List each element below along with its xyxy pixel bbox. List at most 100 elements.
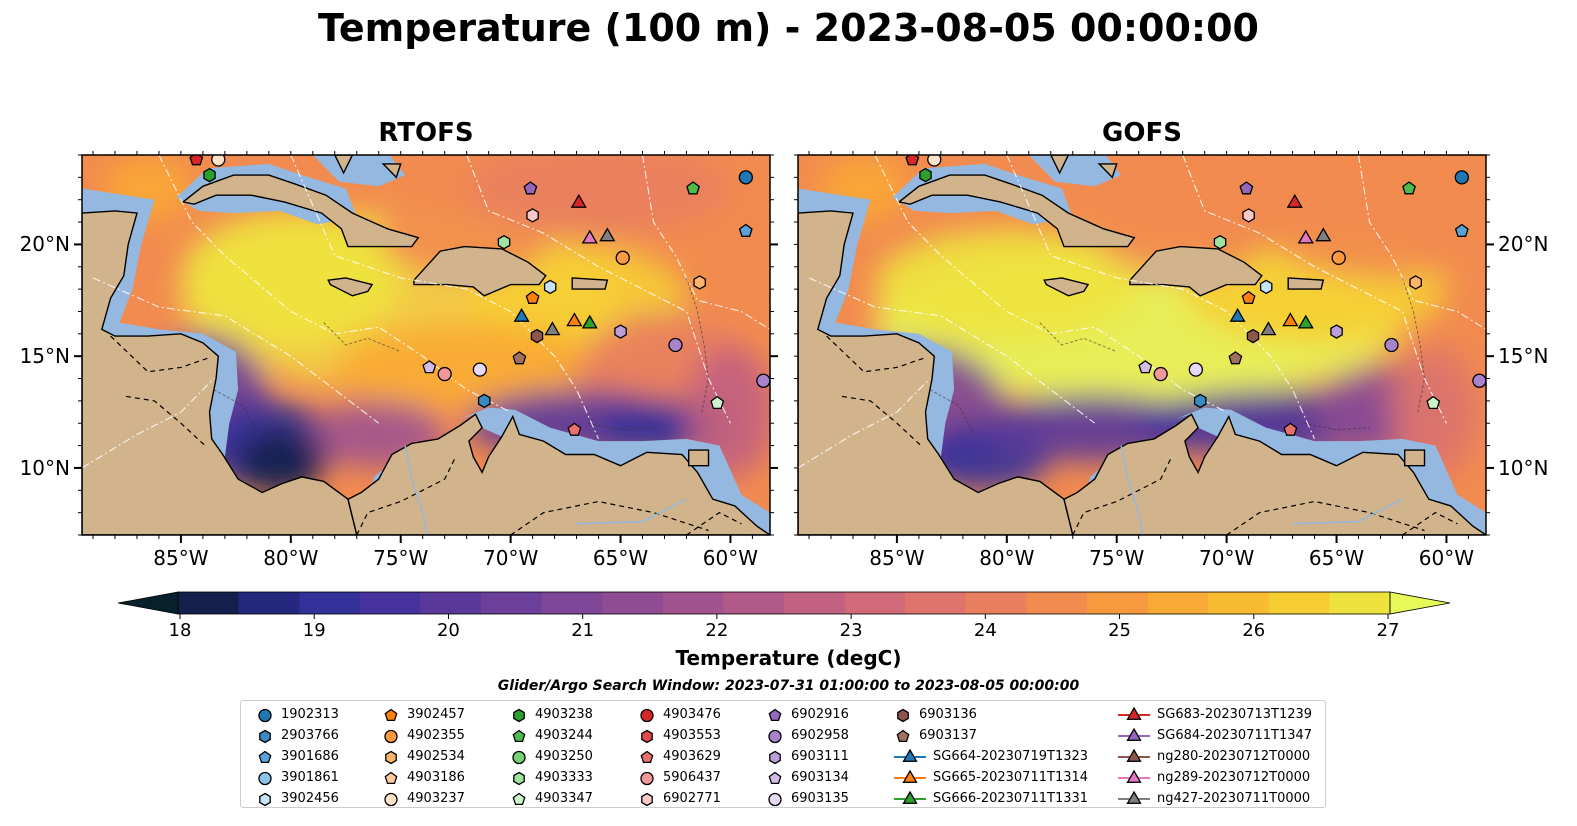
legend-label: 3902456 [281, 791, 339, 806]
colorbar-segment [1087, 592, 1149, 614]
hexagon-marker-icon [897, 708, 909, 722]
legend-item: 4903476 [637, 704, 721, 725]
lat-tick-label: 20°N [1498, 232, 1549, 257]
float-marker [614, 324, 627, 339]
pentagon-marker-icon [768, 771, 782, 784]
colorbar-segment [1026, 592, 1088, 614]
triangle-marker-icon [1118, 706, 1150, 720]
lat-tick-label: 10°N [19, 455, 70, 480]
legend: 1902313 2903766 3901686 3901861 3902456 39024… [240, 700, 1326, 808]
legend-label: 4903553 [663, 728, 721, 743]
float-marker [1153, 366, 1168, 382]
legend-label: 5906437 [663, 770, 721, 785]
colorbar-segment [784, 592, 846, 614]
triangle-marker-icon [894, 769, 926, 783]
float-marker [437, 366, 452, 382]
legend-label: 4902534 [407, 749, 465, 764]
circle-marker-icon [640, 708, 654, 722]
float-marker [530, 328, 544, 344]
pentagon-marker-icon [384, 771, 398, 784]
legend-item: 2903766 [255, 725, 339, 746]
float-marker [497, 234, 511, 250]
legend-label: SG665-20230711T1314 [933, 770, 1089, 785]
lon-tick-label: 85°W [869, 546, 925, 570]
lon-tick-label: 60°W [702, 546, 759, 570]
legend-item: 6903136 [893, 704, 977, 725]
panel-title-rtofs: RTOFS [378, 118, 474, 148]
lon-tick-label: 85°W [153, 546, 209, 570]
legend-item: 6902958 [765, 725, 849, 746]
legend-label: ng280-20230712T0000 [1157, 749, 1311, 764]
colorbar-segment [420, 592, 482, 614]
circle-marker-icon [384, 729, 398, 743]
float-marker [1454, 223, 1469, 237]
float-marker [1193, 393, 1207, 409]
glider-marker [570, 193, 587, 208]
colorbar-segment [1208, 592, 1270, 614]
glider-marker [566, 312, 583, 327]
legend-item: 1902313 [255, 704, 339, 725]
legend-label: 6902958 [791, 728, 849, 743]
legend-label: 4903244 [535, 728, 593, 743]
colorbar-segment [905, 592, 967, 614]
legend-item: 4902534 [381, 746, 465, 767]
float-marker [526, 208, 539, 223]
float-marker [1228, 351, 1243, 365]
legend-item: 4902355 [381, 725, 465, 746]
legend-item: 4903186 [381, 767, 465, 788]
colorbar-segment [602, 592, 664, 614]
legend-item: 4903237 [381, 788, 465, 809]
colorbar-segment [965, 592, 1027, 614]
legend-item: 5906437 [637, 767, 721, 788]
triangle-marker-icon [1118, 727, 1150, 741]
legend-item: 4903347 [509, 788, 593, 809]
legend-item: 4903629 [637, 746, 721, 767]
legend-item: 4903238 [509, 704, 593, 725]
hexagon-marker-icon [259, 729, 271, 743]
legend-label: 4903629 [663, 749, 721, 764]
circle-marker-icon [258, 708, 272, 722]
legend-label: 4903347 [535, 791, 593, 806]
legend-item: 3902456 [255, 788, 339, 809]
legend-label: ng289-20230712T0000 [1157, 770, 1311, 785]
circle-marker-icon [512, 750, 526, 764]
float-marker [523, 181, 538, 195]
lat-tick-label: 15°N [19, 344, 70, 369]
map-panels [74, 151, 1494, 543]
legend-label: 4903186 [407, 770, 465, 785]
colorbar-tick-label: 23 [839, 620, 863, 641]
lon-tick-label: 70°W [483, 546, 539, 570]
float-marker [1138, 360, 1153, 374]
glider-marker [581, 314, 598, 329]
circle-marker-icon [768, 729, 782, 743]
float-marker [615, 250, 630, 265]
legend-item: 6903135 [765, 788, 849, 809]
float-marker [1454, 170, 1469, 185]
pentagon-marker-icon [896, 729, 910, 742]
hexagon-marker-icon [769, 750, 781, 764]
lon-tick-label: 70°W [1199, 546, 1255, 570]
colorbar-extend-max [1389, 591, 1451, 615]
colorbar-label: Temperature (degC) [675, 646, 902, 670]
float-marker [422, 360, 437, 374]
legend-item: 4903333 [509, 767, 593, 788]
legend-label: SG664-20230719T1323 [933, 749, 1089, 764]
search-window-caption: Glider/Argo Search Window: 2023-07-31 01… [497, 678, 1080, 694]
colorbar-tick-label: 21 [571, 620, 595, 641]
colorbar-tick-label: 24 [973, 620, 997, 641]
lon-tick-label: 65°W [592, 546, 649, 570]
circle-marker-icon [384, 792, 398, 806]
colorbar-segment [238, 592, 300, 614]
colorbar-segment [359, 592, 421, 614]
legend-item: SG666-20230711T1331 [893, 788, 1088, 809]
lon-tick-label: 75°W [1089, 546, 1145, 570]
figure-title: Temperature (100 m) - 2023-08-05 00:00:0… [317, 6, 1259, 50]
glider-marker [1286, 193, 1303, 208]
float-marker [1384, 337, 1399, 353]
float-marker [668, 337, 683, 353]
colorbar-segment [1147, 592, 1209, 614]
hexagon-marker-icon [641, 792, 653, 806]
float-marker [686, 181, 700, 195]
temperature-colorbar [117, 591, 1451, 619]
glider-marker [1229, 307, 1246, 322]
